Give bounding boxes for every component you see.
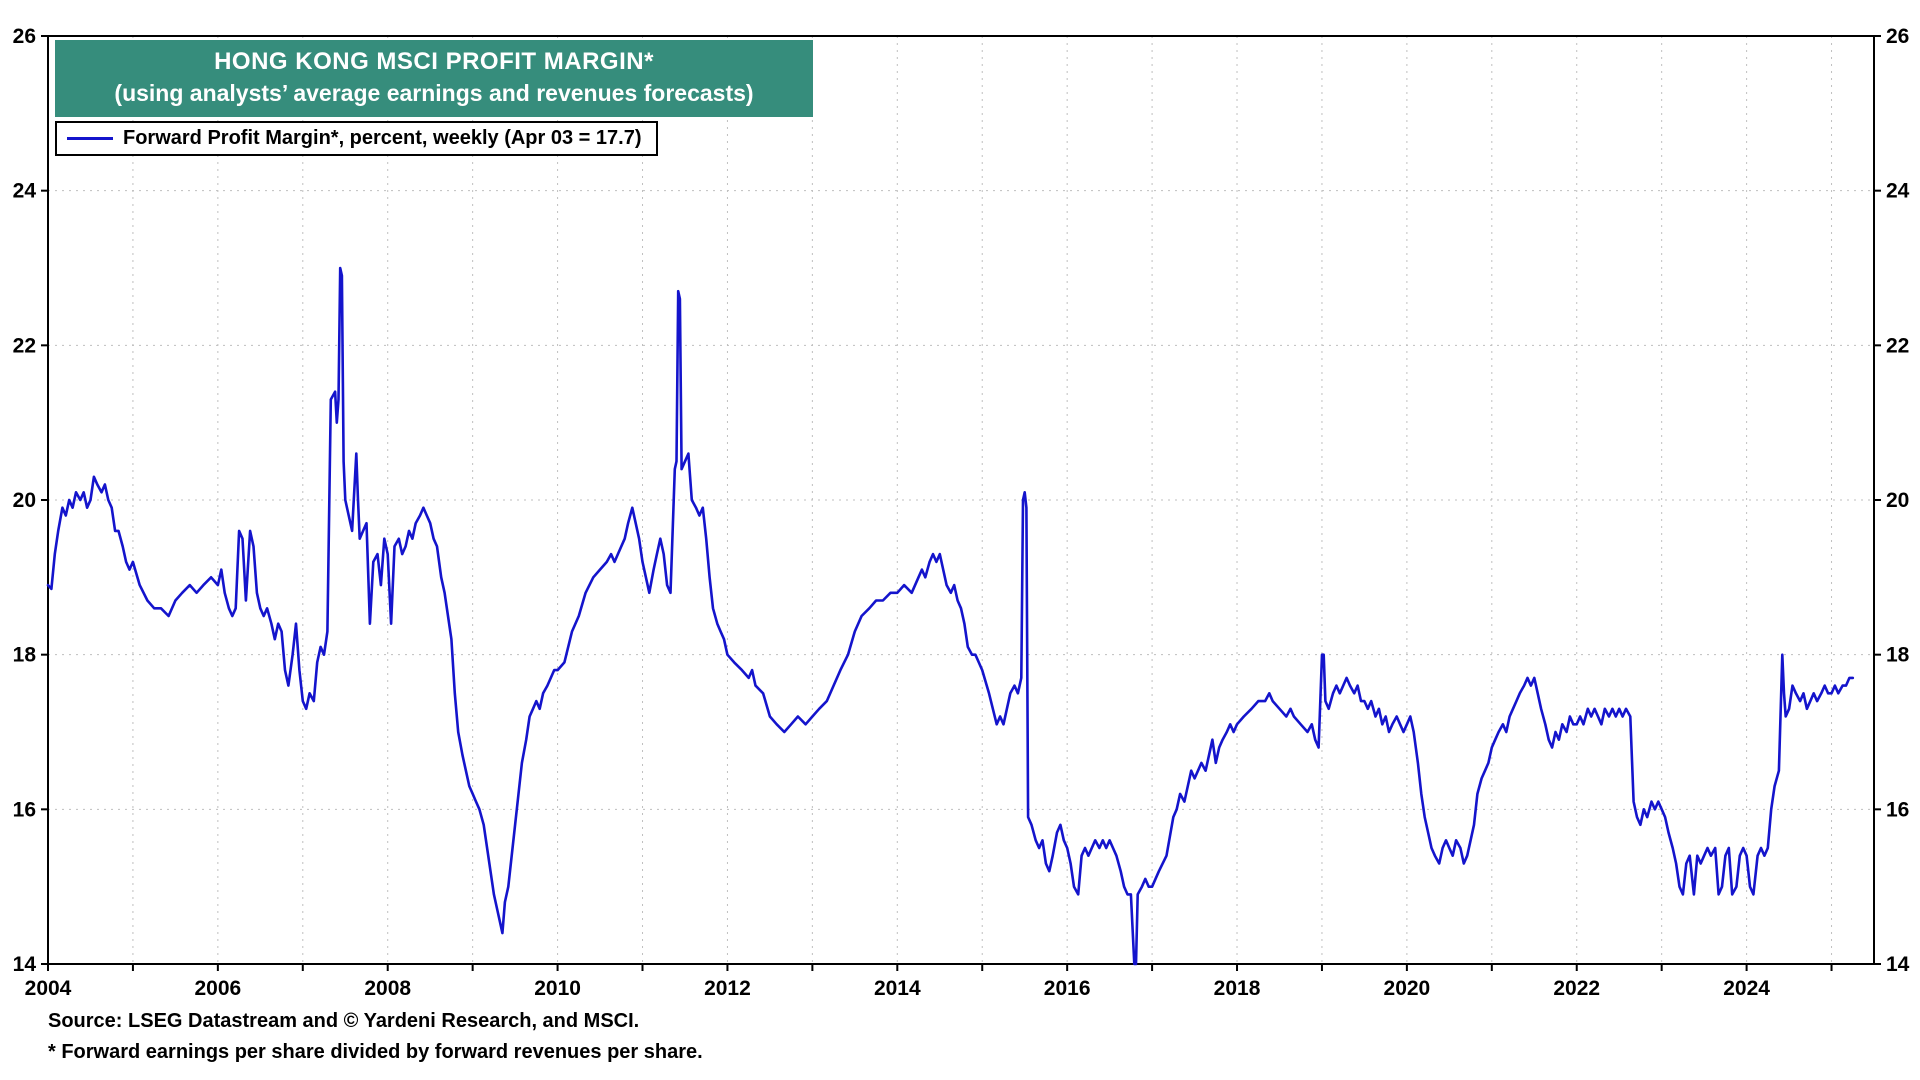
svg-text:14: 14 <box>13 953 37 976</box>
svg-text:2014: 2014 <box>874 977 921 1000</box>
svg-text:2008: 2008 <box>364 977 411 1000</box>
footnote-text: * Forward earnings per share divided by … <box>48 1041 703 1063</box>
svg-text:26: 26 <box>13 25 36 48</box>
svg-text:2004: 2004 <box>25 977 72 1000</box>
svg-text:2010: 2010 <box>534 977 581 1000</box>
svg-text:18: 18 <box>1886 644 1910 667</box>
svg-text:26: 26 <box>1886 25 1909 48</box>
svg-text:24: 24 <box>13 180 37 203</box>
legend-line-swatch <box>67 137 113 140</box>
svg-text:22: 22 <box>13 334 36 357</box>
svg-text:2020: 2020 <box>1384 977 1431 1000</box>
chart-subtitle: (using analysts’ average earnings and re… <box>114 80 754 106</box>
svg-text:20: 20 <box>13 489 36 512</box>
svg-text:24: 24 <box>1886 180 1910 203</box>
svg-text:18: 18 <box>13 644 37 667</box>
svg-text:2012: 2012 <box>704 977 751 1000</box>
legend-label: Forward Profit Margin*, percent, weekly … <box>123 127 642 149</box>
footer: Source: LSEG Datastream and © Yardeni Re… <box>48 1006 703 1068</box>
chart-title: HONG KONG MSCI PROFIT MARGIN* <box>214 48 654 75</box>
svg-text:2016: 2016 <box>1044 977 1091 1000</box>
svg-text:16: 16 <box>1886 798 1909 821</box>
svg-text:2018: 2018 <box>1214 977 1261 1000</box>
svg-text:14: 14 <box>1886 953 1910 976</box>
legend: Forward Profit Margin*, percent, weekly … <box>55 121 658 156</box>
svg-text:2022: 2022 <box>1553 977 1600 1000</box>
svg-text:2024: 2024 <box>1723 977 1770 1000</box>
chart-title-box: HONG KONG MSCI PROFIT MARGIN* (using ana… <box>55 40 813 117</box>
svg-text:16: 16 <box>13 798 36 821</box>
svg-text:20: 20 <box>1886 489 1909 512</box>
svg-text:22: 22 <box>1886 334 1909 357</box>
source-text: Source: LSEG Datastream and © Yardeni Re… <box>48 1010 640 1032</box>
svg-text:2006: 2006 <box>195 977 242 1000</box>
